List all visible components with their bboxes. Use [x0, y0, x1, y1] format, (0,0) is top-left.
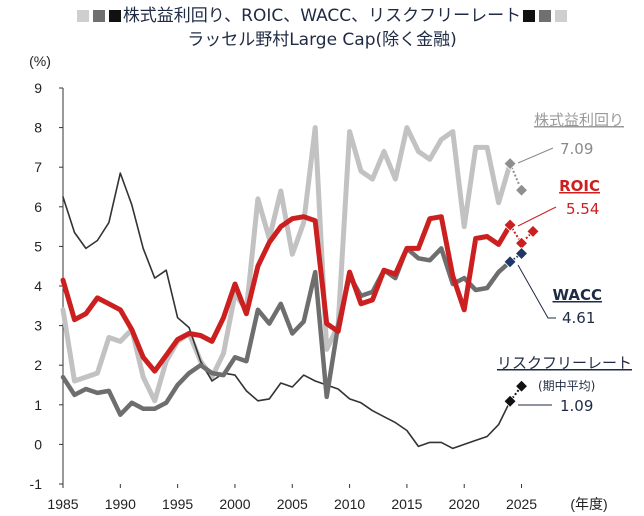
chart-subtitle: ラッセル野村Large Cap(除く金融)	[187, 30, 457, 50]
chart-title-line1: 株式益利回り、ROIC、WACC、リスクフリーレート	[0, 4, 644, 28]
series-line-0	[60, 125, 513, 404]
x-tick-label: 1985	[47, 496, 78, 512]
legend-square-icon	[92, 10, 105, 22]
x-tick-label: 2020	[449, 496, 480, 512]
label-layer: 株式益利回り 7.09 ROIC 5.54 WACC 4.61 リスクフリーレート 1.09 (…	[497, 111, 632, 415]
series-end-value: 1.09	[560, 397, 593, 415]
x-tick-label: 2015	[391, 496, 422, 512]
forecast-connector-3	[509, 385, 523, 402]
forecast-marker	[503, 157, 517, 171]
y-tick-label: 5	[34, 238, 42, 254]
y-tick-label: 9	[34, 80, 42, 96]
leader-line	[517, 264, 556, 319]
series-layer	[60, 125, 513, 450]
forecast-marker	[514, 246, 529, 261]
series-name-label: 株式益利回り	[534, 111, 624, 129]
forecast-marker	[514, 379, 529, 393]
chart-title-text: 株式益利回り、ROIC、WACC、リスクフリーレート	[122, 6, 522, 26]
x-tick-label: 1995	[162, 496, 193, 512]
legend-square-icon	[523, 10, 536, 22]
x-axis-label: (年度)	[570, 496, 607, 512]
forecast-marker	[503, 218, 517, 232]
chart-title: 株式益利回り、ROIC、WACC、リスクフリーレート ラッセル野村Large C…	[0, 4, 644, 52]
y-axis-label: (%)	[29, 53, 51, 69]
x-tick-label: 2025	[506, 496, 537, 512]
y-tick-label: -1	[30, 476, 43, 492]
forecast-marker	[514, 183, 529, 197]
y-tick-label: 0	[34, 436, 42, 452]
series-end-value: 4.61	[562, 309, 595, 327]
y-tick-label: 2	[34, 357, 42, 373]
series-name-label: リスクフリーレート	[497, 354, 632, 372]
series-end-value: 7.09	[560, 140, 593, 158]
x-tick-label: 2005	[277, 496, 308, 512]
y-tick-label: 1	[34, 397, 42, 413]
y-tick-label: 7	[34, 159, 42, 175]
leader-line	[517, 206, 557, 227]
series-line-1	[60, 214, 513, 374]
series-name-label: WACC	[553, 286, 603, 304]
legend-square-icon	[76, 10, 89, 22]
y-tick-label: 8	[34, 120, 42, 136]
x-tick-label: 2000	[219, 496, 250, 512]
series-end-value: 5.54	[566, 200, 599, 218]
legend-square-icon	[108, 10, 121, 22]
leader-line	[517, 147, 554, 164]
y-tick-label: 3	[34, 318, 42, 334]
series-name-label: ROIC	[559, 177, 600, 195]
marker-layer	[503, 157, 540, 408]
y-tick-label: 4	[34, 278, 42, 294]
x-tick-label: 2010	[334, 496, 365, 512]
series-line-2	[60, 246, 513, 417]
legend-square-icon	[539, 10, 552, 22]
forecast-marker	[503, 255, 517, 269]
legend-square-icon	[555, 10, 568, 22]
series-sub-label: (期中平均)	[538, 378, 595, 393]
series-line-3	[62, 172, 511, 450]
forecast-marker	[503, 394, 517, 408]
x-tick-label: 1990	[105, 496, 136, 512]
y-tick-label: 6	[34, 199, 42, 215]
forecast-marker	[526, 224, 540, 238]
